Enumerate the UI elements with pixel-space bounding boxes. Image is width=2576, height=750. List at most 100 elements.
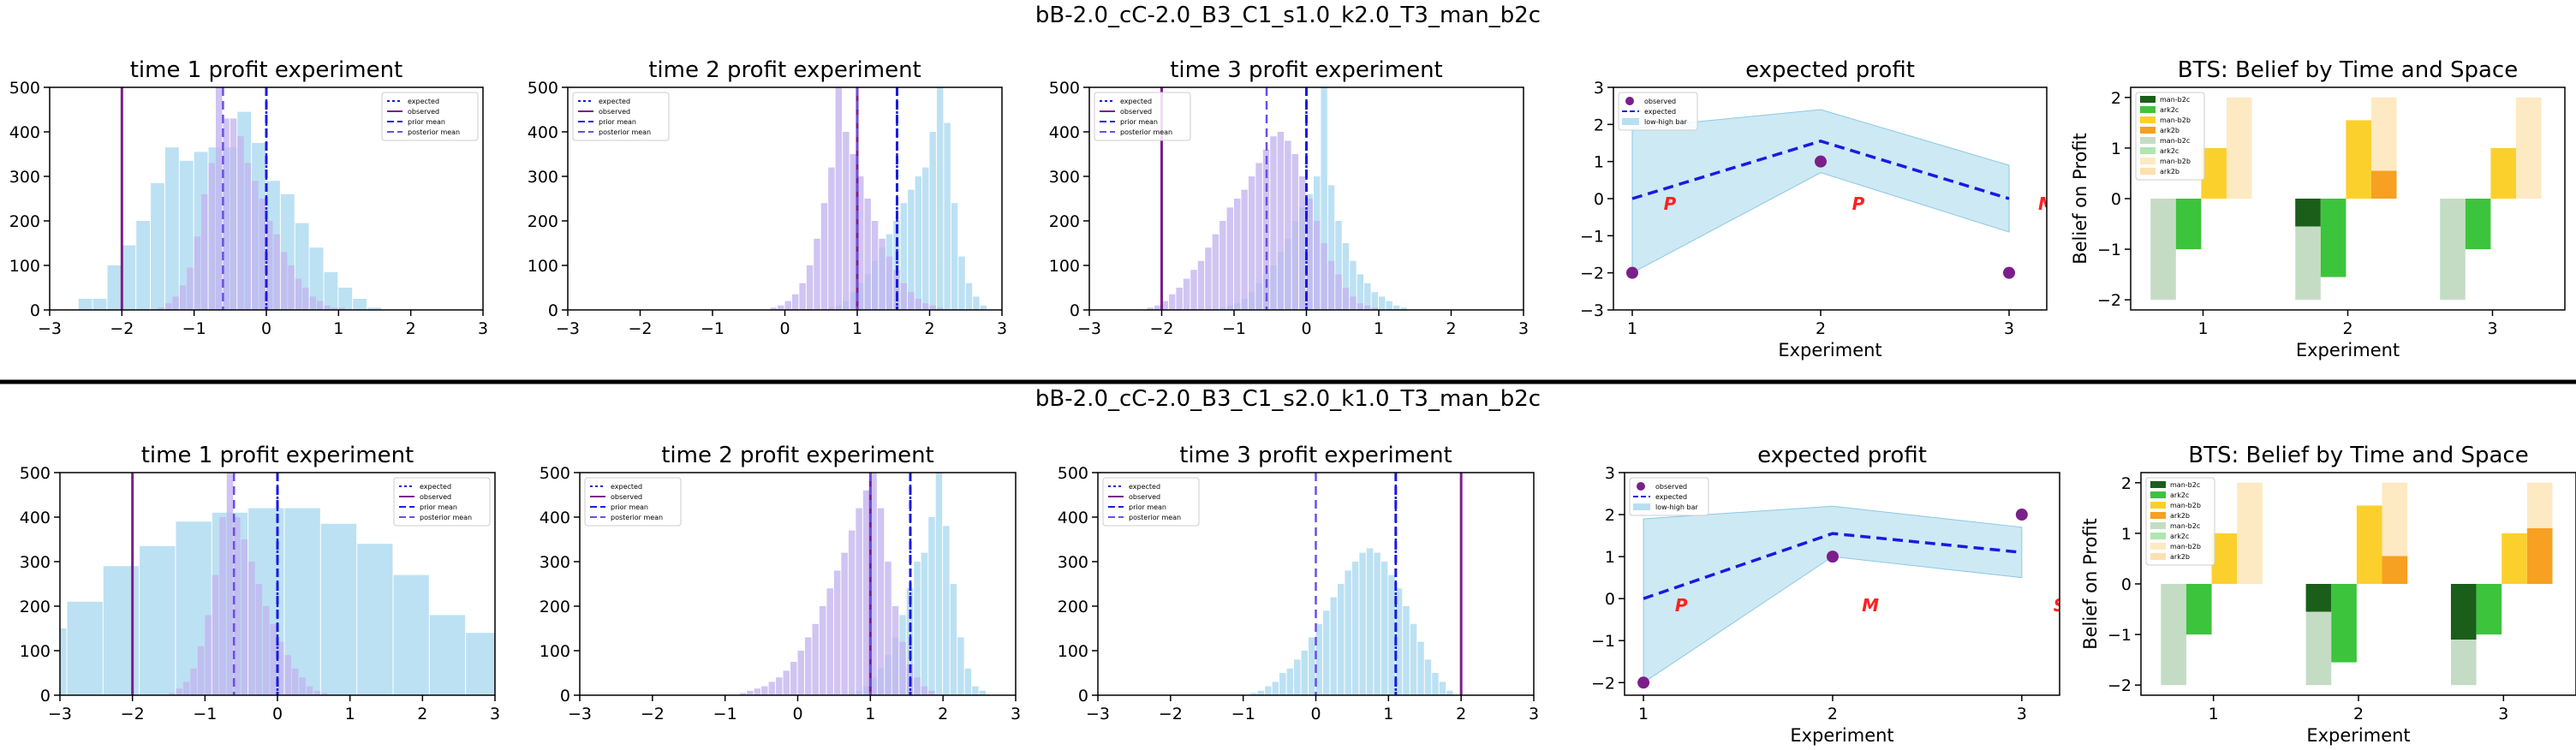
hist-bar-a (908, 189, 915, 310)
hist-bar-b (833, 570, 841, 695)
bts-bar (2476, 584, 2502, 635)
legend-label: prior mean (599, 118, 636, 126)
hist-bar-a (1294, 659, 1301, 695)
hist-bar-b (1327, 260, 1335, 310)
panel-5: BTS: Belief by Time and Space Belief on P… (2070, 57, 2566, 360)
hist-bar-b (234, 517, 241, 695)
x-tick-label: −1 (1222, 319, 1246, 338)
y-tick-label: 0 (40, 687, 51, 705)
hist-bar-a (936, 87, 944, 310)
y-tick-label: 500 (540, 464, 570, 483)
hist-bar-b (1364, 305, 1371, 310)
x-tick-label: 1 (333, 319, 343, 338)
hist-bar-b (302, 288, 309, 310)
low-high-band (1631, 109, 2010, 274)
x-axis-label: Experiment (1778, 340, 1881, 360)
hist-bar-b (929, 305, 936, 310)
hist-bar-b (1190, 270, 1197, 310)
legend-label: expected (408, 98, 439, 105)
hist-bar-b (241, 539, 248, 695)
hist-bar-b (338, 307, 345, 310)
bts-bar (2161, 584, 2186, 686)
x-tick-label: −3 (568, 705, 592, 723)
hist-bar-a (1257, 690, 1265, 695)
hist-bar-b (928, 690, 935, 695)
legend-label: ark2c (2170, 533, 2189, 540)
hist-bar-b (871, 221, 879, 310)
hist-bar-b (309, 296, 317, 310)
hist-bar-b (230, 118, 237, 310)
x-tick-label: 1 (2197, 319, 2208, 338)
y-tick-label: 100 (540, 642, 570, 661)
legend-label: low-high bar (1644, 118, 1688, 126)
hist-bar-b (841, 552, 848, 695)
hist-bar-b (1197, 260, 1205, 310)
legend-swatch (2150, 502, 2166, 509)
x-tick-label: 0 (272, 705, 283, 723)
hist-bar-b (754, 688, 761, 695)
y-tick-label: 300 (9, 168, 40, 187)
hist-bar-b (176, 688, 182, 695)
legend-swatch (2150, 553, 2166, 560)
y-tick-label: −1 (1591, 632, 1615, 651)
y-tick-label: 400 (9, 123, 40, 142)
bts-bar (2370, 170, 2397, 199)
x-tick-label: 1 (852, 319, 862, 338)
observed-point (1626, 266, 1638, 279)
x-tick-label: 2 (2353, 705, 2364, 723)
hist-bar-a (922, 167, 929, 310)
hist-bar-b (1161, 301, 1168, 310)
y-tick-label: 200 (1049, 212, 1080, 231)
x-tick-label: 3 (2487, 319, 2497, 338)
panel-1: time 1 profit experiment expected observed… (9, 57, 488, 338)
legend-label: posterior mean (1120, 128, 1172, 136)
hist-bar-b (324, 305, 331, 310)
hist-bar-a (951, 203, 958, 310)
hist-bar-b (273, 234, 280, 310)
legend-label: observed (1129, 493, 1160, 501)
hist-bar-a (914, 562, 921, 695)
y-tick-label: 0 (2111, 190, 2121, 209)
plot-area (2150, 97, 2542, 301)
observed-point (1826, 551, 1839, 563)
hist-bar-b (255, 584, 263, 695)
y-tick-label: 100 (9, 257, 40, 276)
hist-bar-a (1357, 274, 1364, 310)
panel-3: time 3 profit experiment expected observed… (1058, 443, 1539, 723)
hist-bar-b (219, 517, 226, 695)
x-tick-label: −1 (1231, 705, 1255, 723)
hist-bar-b (864, 199, 871, 310)
y-tick-label: 0 (1070, 301, 1080, 320)
hist-bar-b (164, 303, 172, 310)
bts-bar (2465, 199, 2491, 250)
hist-bar-b (277, 641, 284, 695)
y-axis-label: Belief on Profit (2070, 133, 2090, 265)
hist-bar-b (1291, 154, 1299, 310)
hist-bar-b (187, 267, 194, 310)
x-tick-label: 3 (2004, 319, 2014, 338)
hist-bar-b (306, 686, 313, 695)
panel-2: time 2 profit experiment expected observed… (528, 57, 1007, 338)
hist-bar-b (899, 641, 906, 695)
hist-bar-b (1255, 163, 1262, 310)
hist-bar-a (60, 628, 67, 695)
bts-bar (2450, 584, 2477, 640)
hist-bar-a (1350, 260, 1357, 310)
bts-bar (2346, 120, 2371, 199)
hist-bar-a (935, 473, 943, 695)
hist-bar-b (783, 670, 790, 695)
hist-bar-b (248, 562, 255, 695)
hist-bar-a (1315, 623, 1322, 695)
legend-label: man-b2c (2170, 522, 2200, 530)
x-tick-label: 0 (779, 319, 790, 338)
figure-1: bB-2.0_cC-2.0_B3_C1_s1.0_k2.0_T3_man_b2c… (9, 3, 2566, 360)
hist-bar-b (1219, 221, 1226, 310)
expected-line (1643, 532, 2023, 600)
legend-label: observed (611, 493, 642, 501)
hist-bar-b (172, 296, 179, 310)
hist-bar-a (1380, 562, 1388, 695)
legend-box (1102, 477, 1200, 527)
y-tick-label: 200 (540, 598, 570, 616)
hist-bar-a (107, 265, 122, 310)
